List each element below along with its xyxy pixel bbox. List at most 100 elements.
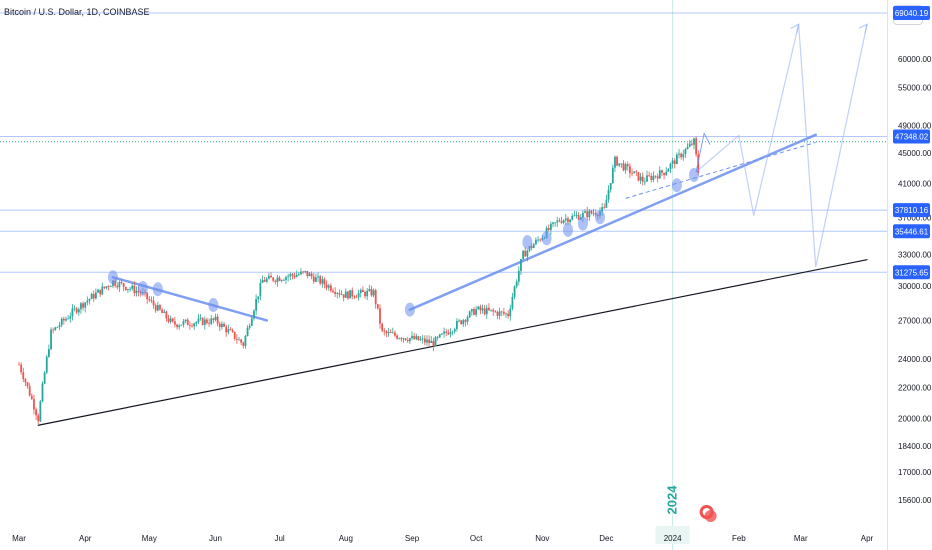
candle	[624, 162, 627, 174]
candle	[304, 270, 307, 274]
candle	[490, 309, 492, 312]
candle	[511, 292, 514, 311]
touch-marker	[541, 231, 552, 246]
candle	[361, 286, 364, 293]
candle	[526, 249, 529, 262]
candle	[586, 206, 589, 222]
candle	[605, 194, 608, 208]
price-tag[interactable]: 35446.61	[893, 224, 930, 239]
x-tick-label: 2024	[664, 534, 682, 543]
candle	[505, 312, 507, 318]
candle	[656, 173, 659, 183]
candle	[650, 173, 653, 183]
candle	[684, 147, 687, 158]
candle	[626, 161, 629, 171]
candle	[124, 286, 127, 291]
candle	[73, 305, 76, 312]
y-tick-label: 15600.00	[898, 496, 932, 505]
candle	[176, 323, 178, 330]
candle	[560, 216, 563, 224]
candle	[280, 279, 283, 283]
candle	[671, 157, 674, 169]
y-tick-label: 27000.00	[898, 316, 932, 325]
candle	[22, 367, 25, 383]
candle	[253, 309, 255, 321]
candle	[658, 166, 661, 179]
touch-marker	[107, 270, 118, 285]
candle	[71, 304, 74, 321]
trend-line-0[interactable]	[37, 259, 868, 426]
candle	[186, 317, 189, 326]
candle	[90, 292, 93, 300]
candle	[334, 287, 337, 297]
candle	[513, 285, 516, 300]
candle	[315, 273, 317, 283]
candle	[413, 332, 416, 340]
candle	[41, 381, 44, 403]
candle	[82, 301, 84, 311]
candle	[244, 334, 247, 349]
candle	[191, 323, 193, 328]
horizontal-levels	[0, 12, 887, 273]
price-tag-label: 69040.19	[895, 9, 929, 18]
candle	[415, 333, 418, 341]
touch-marker	[594, 210, 605, 225]
candle	[357, 289, 360, 301]
candle	[535, 237, 537, 246]
candle	[235, 334, 238, 344]
candle	[325, 280, 328, 291]
candle	[30, 393, 33, 400]
candle	[661, 169, 663, 176]
y-tick-label: 30000.00	[898, 282, 932, 291]
touch-marker	[671, 178, 682, 193]
candle	[434, 336, 437, 347]
x-tick-label: Nov	[535, 534, 549, 543]
candle	[152, 296, 155, 309]
candle	[532, 242, 535, 249]
flag-icon[interactable]	[699, 505, 717, 522]
candle	[250, 315, 253, 327]
candle	[607, 185, 610, 203]
price-tag-label: 31275.65	[895, 268, 929, 277]
candle	[265, 276, 268, 284]
candle	[203, 316, 206, 330]
candle	[26, 381, 29, 389]
candle	[460, 319, 463, 325]
candle	[291, 273, 294, 280]
candle	[28, 382, 31, 397]
candle	[208, 318, 211, 327]
candle	[227, 324, 230, 335]
candle	[167, 314, 170, 324]
price-tag[interactable]: 31275.65	[893, 265, 930, 280]
price-tag[interactable]: 69040.19	[893, 6, 930, 21]
candle	[618, 163, 621, 168]
candle	[248, 323, 251, 330]
candle	[69, 312, 72, 323]
candle	[614, 155, 616, 173]
price-tag[interactable]: 37810.16	[893, 203, 930, 218]
candle	[391, 327, 394, 334]
candle	[475, 305, 478, 317]
trend-line-1[interactable]	[111, 276, 269, 322]
candle	[52, 327, 55, 334]
candle	[436, 335, 439, 341]
trend-line-2[interactable]	[408, 133, 817, 311]
candle	[639, 173, 642, 185]
candle	[156, 301, 159, 312]
candle	[562, 219, 565, 225]
candle	[317, 272, 319, 282]
candle	[287, 273, 290, 282]
candle	[351, 287, 354, 300]
candle	[148, 295, 151, 303]
candle	[445, 328, 448, 337]
touch-marker	[522, 235, 533, 250]
price-tag[interactable]: 47348.02	[893, 129, 930, 144]
candle	[214, 313, 217, 322]
candle	[564, 214, 567, 225]
candle	[289, 272, 292, 281]
candle	[122, 282, 125, 292]
candle	[54, 326, 57, 331]
projection-path-line[interactable]	[695, 24, 868, 267]
candle	[443, 327, 445, 338]
